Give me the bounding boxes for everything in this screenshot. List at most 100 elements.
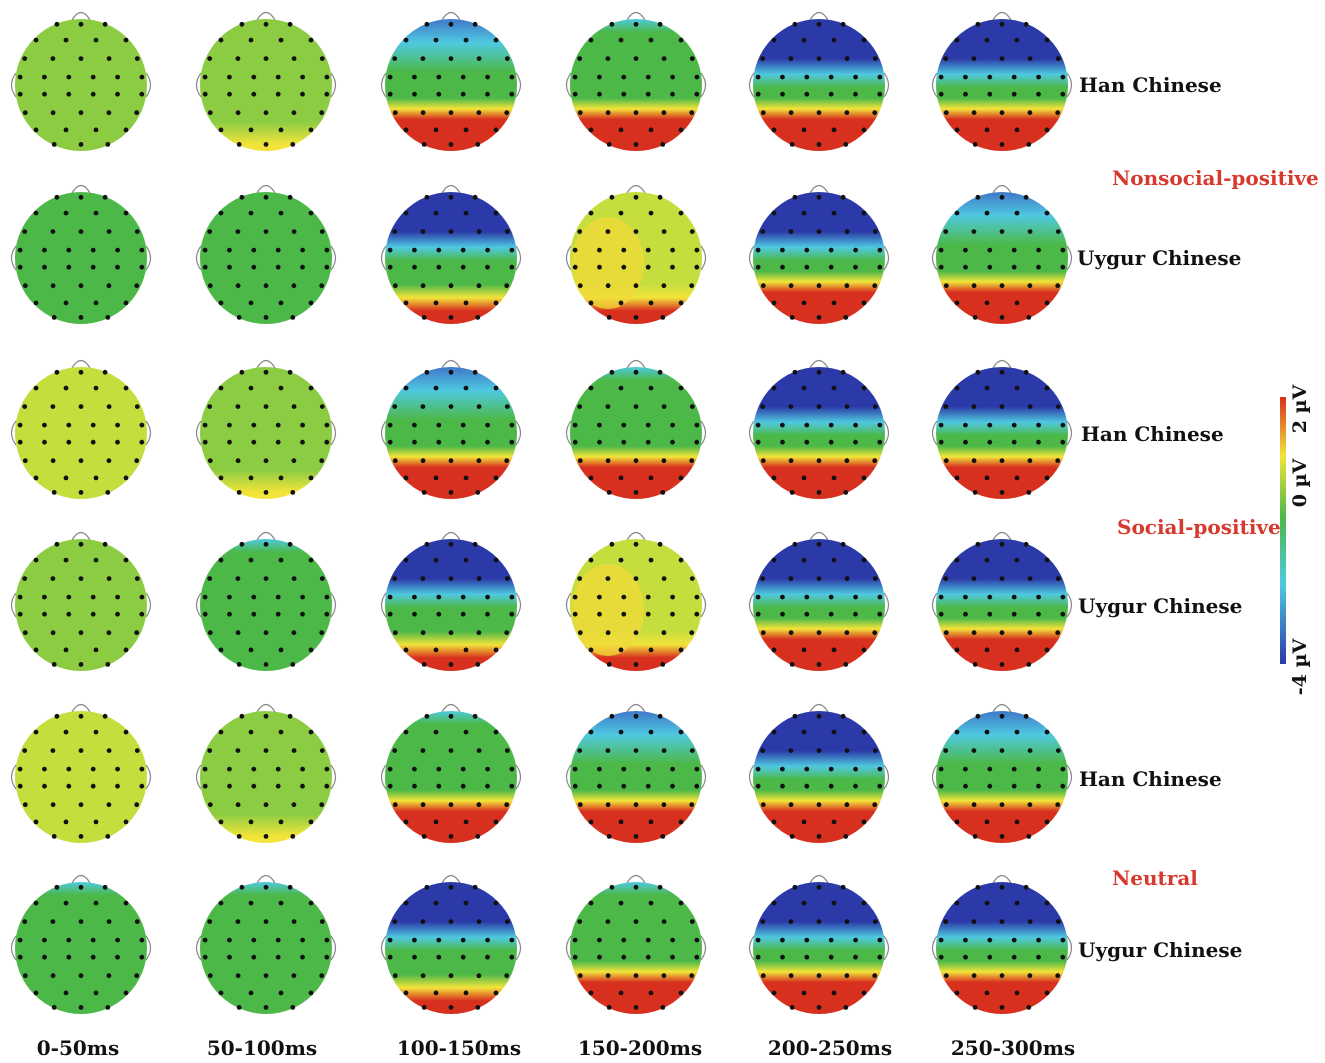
- electrode-dot: [971, 748, 977, 753]
- electrode-dot: [789, 490, 795, 495]
- electrode-dot: [801, 210, 807, 216]
- electrode-dot: [678, 819, 684, 825]
- electrode-dot: [987, 91, 993, 97]
- left-ear-outline: [195, 420, 202, 446]
- electrode-dot: [227, 766, 232, 772]
- electrode-dot: [621, 937, 627, 943]
- left-ear-outline: [10, 72, 17, 98]
- electrode-dot: [460, 264, 466, 270]
- left-ear-outline: [380, 764, 387, 790]
- right-ear-outline: [700, 764, 707, 790]
- electrode-dot: [300, 422, 305, 428]
- electrode-dot: [609, 884, 615, 890]
- electrode-dot: [660, 834, 666, 839]
- electrode-dot: [694, 766, 700, 772]
- electrode-dot: [954, 990, 960, 996]
- left-ear-outline: [565, 764, 572, 790]
- electrode-dot: [844, 576, 850, 581]
- electrode-dot: [263, 110, 269, 116]
- electrode-dot: [853, 611, 858, 617]
- electrode-dot: [971, 458, 977, 464]
- electrode-dot: [448, 919, 454, 924]
- electrode-dot: [275, 247, 281, 253]
- colorbar-min-label: -4 µV: [1289, 638, 1312, 696]
- electrode-dot: [1026, 490, 1032, 495]
- electrode-dot: [290, 315, 296, 320]
- electrode-dot: [509, 264, 515, 270]
- electrode-dot: [1014, 647, 1020, 653]
- electrode-dot: [816, 576, 822, 581]
- electrode-dot: [123, 37, 129, 43]
- electrode-dot: [689, 404, 695, 409]
- nose-outline: [256, 874, 276, 884]
- electrode-dot: [975, 194, 981, 200]
- electrode-dot: [123, 210, 129, 216]
- electrode-dot: [605, 229, 611, 235]
- electrode-dot: [239, 21, 245, 27]
- right-ear-outline: [883, 245, 890, 271]
- electrode-dot: [804, 422, 810, 428]
- electrode-dot: [938, 783, 944, 789]
- electrode-dot: [22, 748, 28, 753]
- topomap-head: [380, 184, 522, 324]
- electrode-dot: [235, 576, 241, 581]
- electrode-dot: [788, 283, 794, 289]
- electrode-dot: [588, 819, 594, 825]
- electrode-dot: [984, 729, 990, 735]
- electrode-dot: [218, 127, 224, 133]
- electrode-dot: [963, 91, 968, 97]
- electrode-dot: [1014, 900, 1020, 906]
- left-ear-outline: [748, 764, 755, 790]
- right-ear-outline: [330, 592, 337, 618]
- electrode-dot: [1014, 475, 1020, 481]
- electrode-dot: [1055, 630, 1061, 636]
- electrode-dot: [463, 210, 469, 216]
- electrode-dot: [90, 766, 96, 772]
- electrode-dot: [463, 647, 469, 653]
- electrode-dot: [300, 954, 305, 960]
- electrode-dot: [975, 713, 981, 719]
- electrode-dot: [816, 713, 822, 719]
- electrode-dot: [134, 630, 140, 636]
- right-ear-outline: [515, 764, 522, 790]
- electrode-dot: [51, 1005, 57, 1010]
- electrode-dot: [694, 594, 700, 600]
- electrode-dot: [844, 110, 850, 116]
- electrode-dot: [460, 594, 466, 600]
- electrode-dot: [1014, 127, 1020, 133]
- electrode-dot: [843, 1005, 849, 1010]
- electrode-dot: [263, 142, 269, 147]
- electrode-dot: [42, 937, 47, 943]
- electrode-dot: [645, 954, 651, 960]
- electrode-dot: [476, 748, 482, 753]
- electrode-dot: [202, 594, 208, 600]
- electrode-dot: [17, 954, 23, 960]
- electrode-dot: [421, 1005, 427, 1010]
- electrode-dot: [78, 662, 84, 667]
- electrode-dot: [202, 264, 208, 270]
- electrode-dot: [392, 404, 398, 409]
- nose-outline: [441, 703, 461, 713]
- electrode-dot: [987, 74, 993, 80]
- nose-outline: [626, 703, 646, 713]
- electrode-dot: [300, 611, 305, 617]
- electrode-dot: [633, 541, 639, 547]
- electrode-dot: [123, 647, 129, 653]
- electrode-dot: [999, 490, 1005, 495]
- electrode-dot: [290, 1005, 296, 1010]
- electrode-dot: [504, 919, 510, 924]
- left-ear-outline: [931, 420, 938, 446]
- electrode-dot: [788, 229, 794, 235]
- nose-outline: [256, 703, 276, 713]
- electrode-dot: [963, 439, 968, 445]
- electrode-dot: [235, 404, 241, 409]
- electrode-dot: [139, 594, 145, 600]
- electrode-dot: [954, 127, 960, 133]
- electrode-dot: [670, 422, 675, 428]
- electrode-dot: [291, 973, 297, 979]
- electrode-dot: [760, 973, 766, 979]
- electrode-dot: [872, 458, 878, 464]
- electrode-dot: [42, 954, 47, 960]
- electrode-dot: [861, 37, 867, 43]
- electrode-dot: [694, 954, 700, 960]
